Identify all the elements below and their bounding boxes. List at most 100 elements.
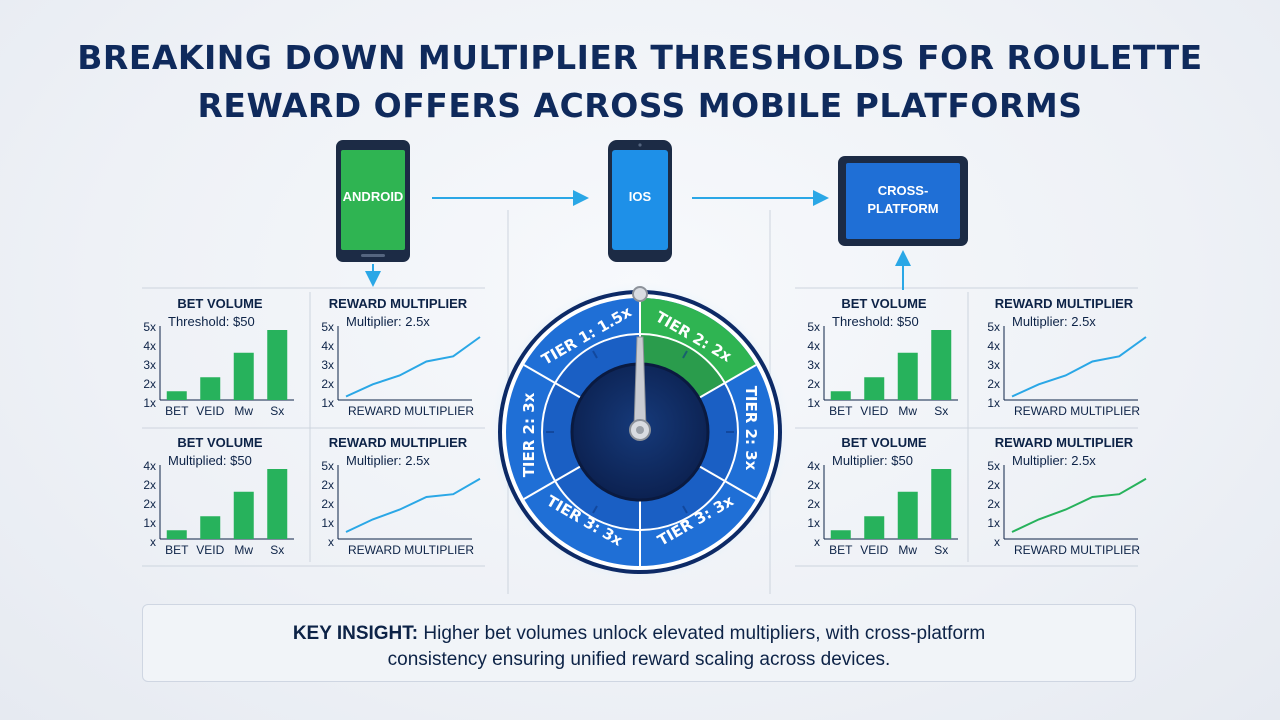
x-tick-label: BET [165,543,189,557]
chart-panel-bet-top-right: BET VOLUME Threshold: $50 5x 4x 3x 2x 1x BET VIE… [804,296,964,426]
title-line-1: BREAKING DOWN MULTIPLIER THRESHOLDS FOR … [77,38,1203,77]
panel-dividers [142,210,1138,594]
flow-arrows [365,190,911,290]
chart-subtitle: Multiplier: $50 [832,453,913,468]
y-tick-label: 2x [807,377,820,391]
y-tick-label: 5x [987,459,1000,473]
cross-platform-label: CROSS- PLATFORM [846,182,960,218]
y-tick-label: 1x [321,396,334,410]
chart-panel-reward-top-left: REWARD MULTIPLIER Multiplier: 2.5x 5x 4x 3x 2… [318,296,478,426]
bar-vied [864,377,885,400]
bar-sx [931,469,952,539]
chart-title: REWARD MULTIPLIER [328,296,468,311]
chart-panel-reward-top-right: REWARD MULTIPLIER Multiplier: 2.5x 5x 4x 3x 2… [984,296,1144,426]
bar-veid [200,377,221,400]
key-insight-label: KEY INSIGHT: [292,623,419,644]
y-tick-label: 2x [143,497,156,511]
x-tick-label: VEID [860,543,889,557]
x-tick-label: Sx [934,543,949,557]
chart-title: BET VOLUME [177,296,263,311]
bar-bet [830,391,851,400]
chart-title: BET VOLUME [177,435,263,450]
x-axis-caption: REWARD MULTIPLIER [348,404,475,418]
x-tick-label: Sx [270,404,285,418]
chart-panel-bet-top-left: BET VOLUME Threshold: $50 5x 4x 3x 2x 1x BET VEI… [140,296,300,426]
x-tick-label: Mw [898,543,918,557]
y-tick-label: 2x [321,478,334,492]
series-line [1011,477,1147,533]
chart-panel-reward-bottom-left: REWARD MULTIPLIER Multiplier: 2.5x 5x 2x 2x 1… [318,435,478,565]
key-insight-text-1: Higher bet volumes unlock elevated multi… [418,623,986,644]
x-tick-label: Mw [898,404,918,418]
chart-subtitle: Threshold: $50 [168,314,255,329]
y-tick-label: 2x [807,478,820,492]
wheel-label-3: TIER 2: 3x [742,386,760,471]
x-tick-label: BET [829,543,853,557]
y-tick-label: 5x [807,320,820,334]
y-tick-label: 1x [143,396,156,410]
series-line [345,477,481,533]
chart-subtitle: Multiplied: $50 [168,453,252,468]
series-line [345,336,481,398]
roulette-wheel [490,282,790,582]
x-tick-label: BET [165,404,189,418]
wheel-label-6: TIER 2: 3x [520,392,538,477]
bar-mw [233,491,254,539]
cross-platform-label-line-2: PLATFORM [867,201,939,216]
android-phone [336,140,410,262]
chart-marks [159,326,1147,540]
chart-title: BET VOLUME [841,296,927,311]
chart-subtitle: Multiplier: 2.5x [1012,453,1096,468]
y-tick-label: 5x [321,320,334,334]
bar-mw [897,352,918,400]
y-tick-label: x [814,535,820,549]
page-title: BREAKING DOWN MULTIPLIER THRESHOLDS FOR … [0,34,1280,130]
y-tick-label: 4x [987,339,1000,353]
y-tick-label: 3x [987,358,1000,372]
ios-phone [608,140,672,262]
x-tick-label: Mw [234,543,254,557]
chart-panel-bet-bottom-left: BET VOLUME Multiplied: $50 4x 2x 2x 1x x BET VEI… [140,435,300,565]
chart-panel-reward-bottom-right: REWARD MULTIPLIER Multiplier: 2.5x 5x 2x 2x 1… [984,435,1144,565]
cross-platform-tablet [838,156,968,246]
y-tick-label: 2x [807,497,820,511]
chart-panel-bet-bottom-right: BET VOLUME Multiplier: $50 4x 2x 2x 1x x BET VEI… [804,435,964,565]
y-tick-label: x [150,535,156,549]
bar-sx [267,469,288,539]
bar-mw [897,491,918,539]
chart-subtitle: Threshold: $50 [832,314,919,329]
chart-subtitle: Multiplier: 2.5x [346,453,430,468]
y-tick-label: 5x [321,459,334,473]
y-tick-label: 1x [321,516,334,530]
chart-title: REWARD MULTIPLIER [328,435,468,450]
x-axis-caption: REWARD MULTIPLIER [1014,404,1141,418]
key-insight-text-2: consistency ensuring unified reward scal… [387,649,891,670]
y-tick-label: 4x [143,339,156,353]
y-tick-label: 2x [143,377,156,391]
y-tick-label: 4x [807,339,820,353]
bar-veid [200,516,221,539]
y-tick-label: 1x [143,516,156,530]
x-tick-label: VEID [196,404,225,418]
y-tick-label: 3x [321,358,334,372]
x-tick-label: BET [829,404,853,418]
android-label: ANDROID [342,189,404,204]
y-tick-label: 3x [143,358,156,372]
y-tick-label: 4x [143,459,156,473]
x-tick-label: Sx [270,543,285,557]
chart-title: BET VOLUME [841,435,927,450]
y-tick-label: 2x [987,377,1000,391]
x-axis-caption: REWARD MULTIPLIER [1014,543,1141,557]
y-tick-label: 3x [807,358,820,372]
bar-bet [830,530,851,539]
y-tick-label: 4x [807,459,820,473]
chart-title: REWARD MULTIPLIER [994,296,1134,311]
bar-sx [267,330,288,400]
y-tick-label: 1x [987,516,1000,530]
y-tick-label: 2x [321,497,334,511]
y-tick-label: 4x [321,339,334,353]
chart-subtitle: Multiplier: 2.5x [1012,314,1096,329]
key-insight-box: KEY INSIGHT: Higher bet volumes unlock e… [142,604,1136,682]
y-tick-label: 1x [807,396,820,410]
